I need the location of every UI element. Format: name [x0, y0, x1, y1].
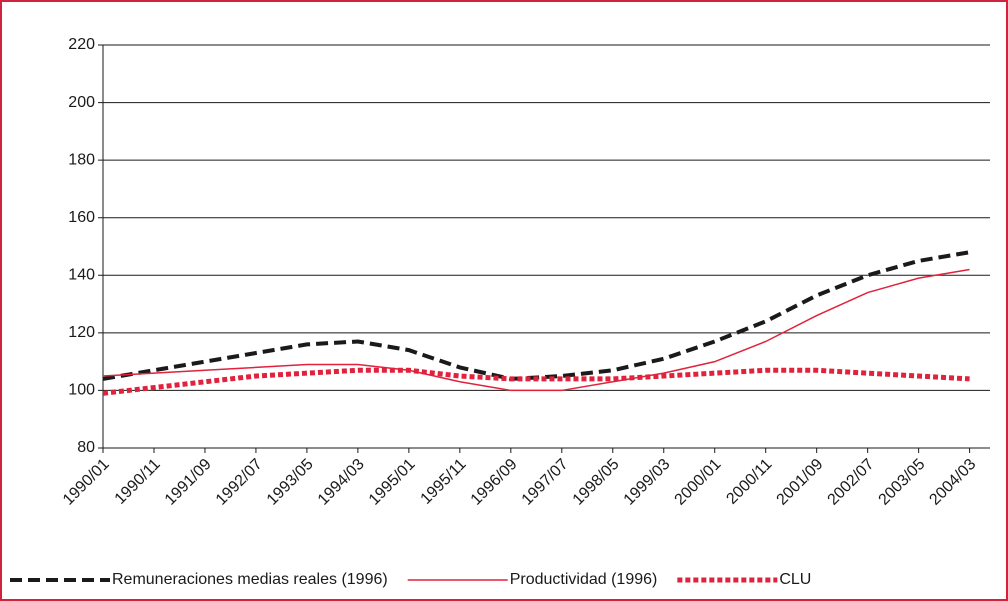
y-tick-label: 200 — [68, 94, 95, 111]
y-tick-label: 180 — [68, 151, 95, 168]
y-tick-label: 120 — [68, 324, 95, 341]
y-tick-label: 100 — [68, 382, 95, 399]
y-tick-label: 220 — [68, 36, 95, 53]
y-tick-label: 160 — [68, 209, 95, 226]
legend-label: Remuneraciones medias reales (1996) — [112, 571, 388, 588]
y-tick-label: 80 — [77, 439, 95, 456]
series-line — [102, 268, 970, 392]
series-line — [102, 367, 970, 396]
legend-label: CLU — [779, 571, 811, 588]
y-tick-label: 140 — [68, 267, 95, 284]
legend-label: Productividad (1996) — [510, 571, 658, 588]
